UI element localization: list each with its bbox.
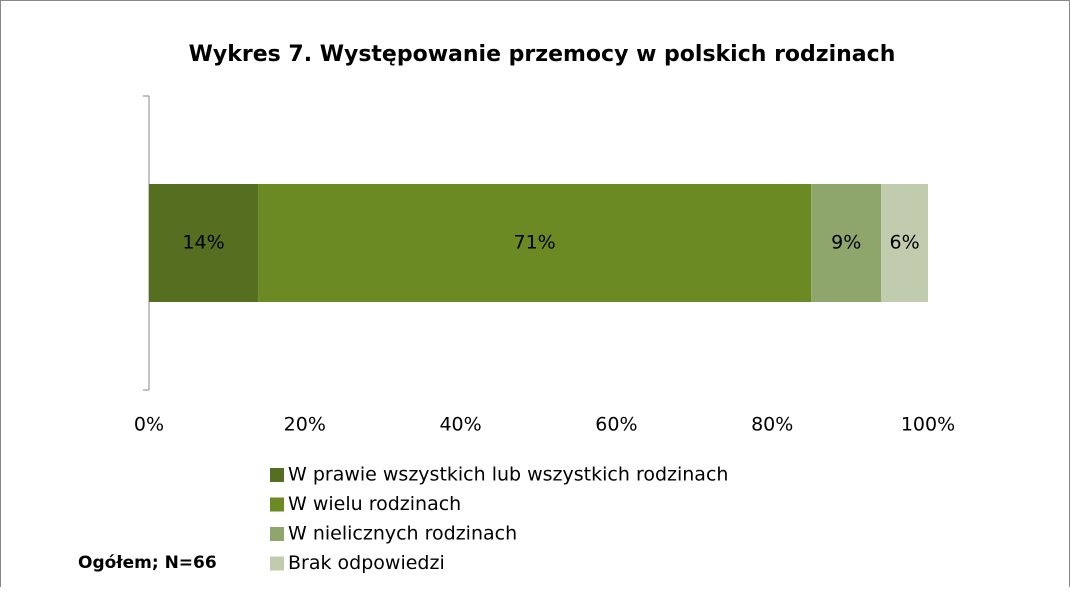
bar-segment <box>258 184 812 302</box>
legend-label: Brak odpowiedzi <box>288 552 445 574</box>
x-tick-label: 100% <box>901 414 955 436</box>
x-tick-label: 80% <box>751 414 793 436</box>
value-label: 9% <box>831 232 861 254</box>
x-tick-label: 40% <box>439 414 481 436</box>
value-label: 6% <box>890 232 920 254</box>
value-label: 14% <box>182 232 224 254</box>
value-label: 71% <box>513 232 555 254</box>
legend-swatch <box>270 497 284 512</box>
legend-label: W wielu rodzinach <box>288 493 461 515</box>
x-tick-label: 60% <box>595 414 637 436</box>
legend-label: W prawie wszystkich lub wszystkich rodzi… <box>288 464 728 486</box>
annotation: Ogółem; N=66 <box>78 553 217 573</box>
bar-segment <box>881 184 928 302</box>
bar-segment <box>811 184 882 302</box>
legend-swatch <box>270 556 284 571</box>
legend-label: W nielicznych rodzinach <box>288 523 517 545</box>
legend-swatch <box>270 468 284 482</box>
x-tick-label: 20% <box>284 414 326 436</box>
chart-title: Wykres 7. Występowanie przemocy w polski… <box>189 42 896 67</box>
legend-swatch <box>270 527 284 541</box>
x-tick-label: 0% <box>134 414 164 436</box>
bar-segment <box>149 184 259 302</box>
